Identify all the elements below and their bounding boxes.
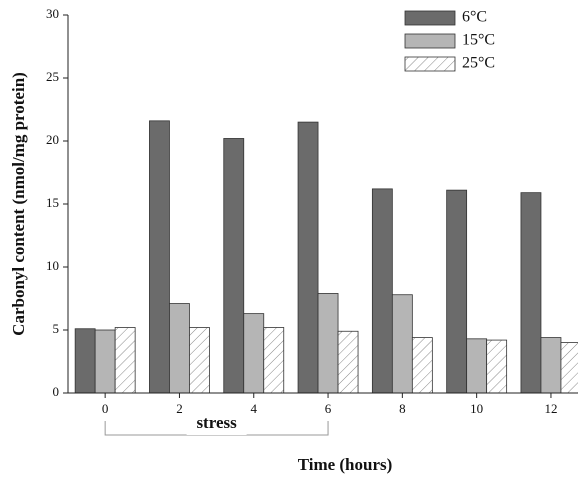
bar <box>466 338 488 394</box>
bar <box>149 120 170 394</box>
bar <box>520 192 542 394</box>
bar <box>371 188 393 394</box>
y-tick-label: 10 <box>46 258 59 273</box>
y-tick-label: 20 <box>46 132 59 147</box>
bar <box>540 337 562 394</box>
y-tick-label: 15 <box>46 195 59 210</box>
x-tick-label: 12 <box>544 401 557 416</box>
bar <box>317 293 339 394</box>
bar <box>243 313 265 394</box>
y-tick-label: 30 <box>46 6 59 21</box>
x-tick-label: 4 <box>251 401 258 416</box>
bar <box>263 327 285 394</box>
y-tick-label: 5 <box>53 321 60 336</box>
bar <box>189 327 210 394</box>
legend-label: 25°C <box>462 55 495 72</box>
y-tick-label: 0 <box>53 384 60 399</box>
x-tick-label: 8 <box>399 401 406 416</box>
bar <box>94 329 116 394</box>
x-tick-label: 10 <box>470 401 483 416</box>
legend-label: 6°C <box>462 9 487 26</box>
bar <box>223 138 245 394</box>
x-tick-label: 2 <box>176 401 183 416</box>
x-tick-label: 0 <box>102 401 109 416</box>
legend-label: 15°C <box>462 32 495 49</box>
x-tick-label: 6 <box>325 401 332 416</box>
x-axis-label: Time (hours) <box>298 455 393 474</box>
bar <box>560 342 578 394</box>
y-tick-label: 25 <box>46 69 59 84</box>
bar <box>446 189 468 394</box>
annotation: stress <box>196 413 237 432</box>
bar <box>114 327 136 394</box>
bar <box>74 328 96 394</box>
y-axis-label: Carbonyl content (nmol/mg protein) <box>9 72 28 336</box>
bar <box>391 294 413 394</box>
annotation-bg <box>186 413 247 435</box>
bar <box>411 337 433 394</box>
bar <box>297 121 319 394</box>
bar <box>486 339 508 394</box>
legend-swatch <box>404 56 456 72</box>
bar <box>169 303 190 394</box>
bar <box>337 330 359 394</box>
legend-swatch <box>404 33 456 49</box>
legend-swatch <box>404 10 456 26</box>
